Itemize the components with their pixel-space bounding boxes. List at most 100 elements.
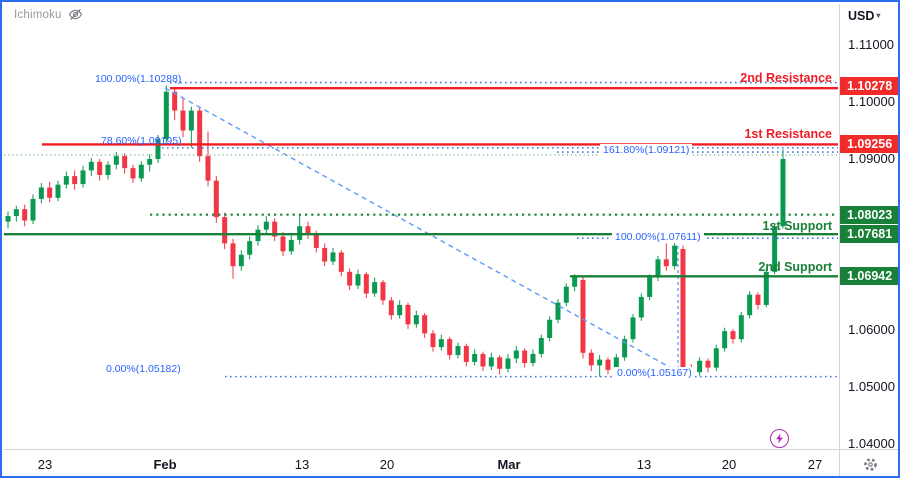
candle-body bbox=[755, 294, 761, 305]
price-tag-1.10278: 1.10278 bbox=[840, 77, 898, 96]
sr-label-1st-support: 1st Support bbox=[762, 219, 832, 233]
candle-body bbox=[497, 357, 503, 369]
candle-body bbox=[613, 357, 619, 370]
candle-body bbox=[488, 357, 494, 367]
candle-body bbox=[705, 360, 711, 368]
candle-body bbox=[772, 226, 778, 272]
candle-body bbox=[338, 252, 344, 272]
candle-body bbox=[197, 110, 203, 157]
candle-body bbox=[680, 249, 686, 369]
candle-body bbox=[588, 352, 594, 366]
candle-body bbox=[447, 339, 453, 356]
candle-body bbox=[663, 259, 669, 267]
gear-icon[interactable] bbox=[862, 456, 878, 472]
currency-selector[interactable]: USD ▾ bbox=[848, 9, 880, 23]
candle-body bbox=[513, 350, 519, 359]
price-tag-1.09256: 1.09256 bbox=[840, 135, 898, 154]
candle-body bbox=[780, 159, 786, 227]
candle-body bbox=[288, 239, 294, 252]
candle-body bbox=[272, 221, 278, 237]
candle-body bbox=[363, 274, 369, 294]
candle-body bbox=[455, 345, 461, 356]
candle-body bbox=[72, 176, 78, 185]
candle-body bbox=[563, 286, 569, 303]
sr-label-1st-resistance: 1st Resistance bbox=[744, 127, 832, 141]
sr-label-2nd-support: 2nd Support bbox=[758, 260, 832, 274]
candle-body bbox=[313, 234, 319, 248]
axis-corner bbox=[839, 449, 898, 476]
visibility-off-icon[interactable] bbox=[68, 8, 83, 21]
lightning-icon bbox=[776, 433, 783, 444]
candle-body bbox=[763, 271, 769, 305]
candle-body bbox=[230, 243, 236, 267]
chevron-down-icon: ▾ bbox=[876, 10, 881, 20]
time-label-27: 27 bbox=[807, 457, 823, 472]
price-tag-1.07681: 1.07681 bbox=[840, 225, 898, 244]
candle-body bbox=[413, 315, 419, 325]
fib-label: 100.00%(1.07611) bbox=[612, 231, 704, 243]
candle-body bbox=[263, 221, 269, 230]
candle-body bbox=[697, 360, 703, 373]
candle-body bbox=[580, 279, 586, 353]
candle-body bbox=[630, 317, 636, 340]
candle-body bbox=[638, 296, 644, 318]
candle-body bbox=[397, 304, 403, 316]
candle-body bbox=[38, 187, 44, 199]
candle-body bbox=[655, 259, 661, 278]
candle-body bbox=[463, 345, 469, 362]
price-tick: 1.05000 bbox=[848, 379, 895, 394]
candle-body bbox=[47, 187, 53, 198]
candle-body bbox=[422, 315, 428, 334]
fib-label: 78.60%(1.09195) bbox=[101, 135, 182, 147]
candle-body bbox=[247, 241, 253, 255]
candle-body bbox=[163, 91, 169, 140]
candle-body bbox=[205, 156, 211, 181]
candle-body bbox=[180, 110, 186, 131]
fib-label: 161.80%(1.09121) bbox=[600, 144, 693, 156]
candle-body bbox=[280, 236, 286, 252]
lightning-button[interactable] bbox=[770, 429, 789, 448]
indicator-name: Ichimoku bbox=[14, 8, 62, 21]
candle-body bbox=[5, 216, 11, 222]
price-tick: 1.04000 bbox=[848, 436, 895, 451]
candle-body bbox=[355, 274, 361, 286]
candle-body bbox=[522, 350, 528, 364]
candle-body bbox=[30, 198, 36, 221]
candle-body bbox=[605, 359, 611, 370]
price-axis[interactable]: USD ▾ 1.11000 1.10000 1.09000 1.06000 1.0500… bbox=[839, 4, 898, 451]
candle-body bbox=[480, 353, 486, 367]
candle-body bbox=[622, 339, 628, 358]
candle-body bbox=[547, 319, 553, 338]
candle-body bbox=[647, 277, 653, 297]
currency-label: USD bbox=[848, 9, 875, 23]
time-axis[interactable]: 23 Feb 13 20 Mar 13 20 27 bbox=[4, 449, 839, 476]
candle-body bbox=[555, 302, 561, 320]
candle-body bbox=[305, 226, 311, 235]
candle-body bbox=[213, 180, 219, 218]
candle-body bbox=[13, 209, 19, 216]
time-label-20: 20 bbox=[721, 457, 737, 472]
candle-body bbox=[538, 337, 544, 354]
price-tick: 1.10000 bbox=[848, 94, 895, 109]
candle-body bbox=[405, 304, 411, 325]
candle-body bbox=[113, 156, 119, 165]
candle-body bbox=[472, 353, 478, 362]
time-label-13: 13 bbox=[636, 457, 652, 472]
candle-body bbox=[505, 358, 511, 369]
candle-body bbox=[238, 254, 244, 267]
candle-body bbox=[372, 282, 378, 294]
indicator-legend[interactable]: Ichimoku bbox=[14, 8, 83, 21]
candle-body bbox=[597, 359, 603, 366]
candle-body bbox=[438, 339, 444, 348]
candle-body bbox=[222, 217, 228, 244]
candle-body bbox=[88, 161, 94, 171]
price-tick: 1.09000 bbox=[848, 151, 895, 166]
candle-body bbox=[322, 247, 328, 262]
time-label-23: 23 bbox=[37, 457, 53, 472]
fib-label: 0.00%(1.05167) bbox=[614, 367, 695, 379]
price-tag-1.06942: 1.06942 bbox=[840, 267, 898, 286]
candle-body bbox=[347, 271, 353, 286]
candle-body bbox=[63, 176, 69, 185]
candle-body bbox=[172, 91, 178, 111]
